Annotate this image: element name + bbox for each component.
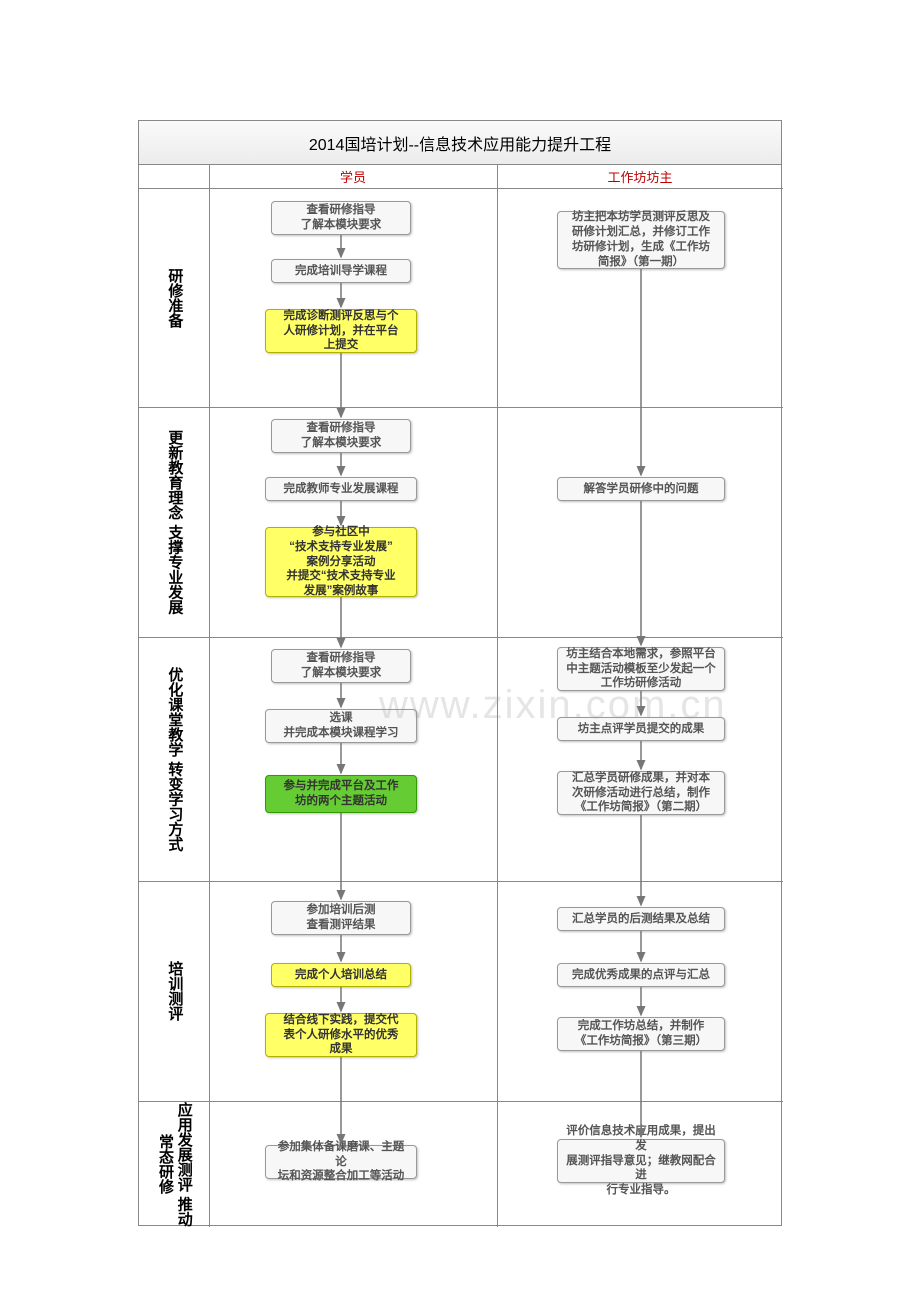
column-header-student: 学员 (209, 165, 497, 189)
flow-node: 结合线下实践，提交代表个人研修水平的优秀成果 (265, 1013, 417, 1057)
column-divider (497, 165, 498, 1227)
flow-node: 完成教师专业发展课程 (265, 477, 417, 501)
flow-node: 查看研修指导了解本模块要求 (271, 201, 411, 235)
phase-divider (139, 1101, 783, 1102)
page: 2014国培计划--信息技术应用能力提升工程 学员工作坊坊主研修准备更新教育理念… (0, 0, 920, 1302)
flow-node: 坊主把本坊学员测评反思及研修计划汇总，并修订工作坊研修计划，生成《工作坊简报》（… (557, 211, 725, 269)
phase-divider (139, 637, 783, 638)
flow-node: 选课并完成本模块课程学习 (265, 709, 417, 743)
diagram-title: 2014国培计划--信息技术应用能力提升工程 (139, 121, 781, 165)
phase-label: 优化课堂教学 转变学习方式 (139, 637, 209, 881)
flow-node: 查看研修指导了解本模块要求 (271, 419, 411, 453)
flow-node: 参加集体备课磨课、主题论坛和资源整合加工等活动 (265, 1145, 417, 1179)
phase-label: 培训测评 (139, 881, 209, 1101)
phase-divider (139, 407, 783, 408)
flow-node: 坊主点评学员提交的成果 (557, 717, 725, 741)
column-header-workshop: 工作坊坊主 (497, 165, 783, 189)
flow-node: 参加培训后测查看测评结果 (271, 901, 411, 935)
flow-node: 完成个人培训总结 (271, 963, 411, 987)
phase-label: 研修准备 (139, 189, 209, 407)
phase-header-cell (139, 165, 209, 189)
flow-node: 解答学员研修中的问题 (557, 477, 725, 501)
phase-label: 更新教育理念 支撑专业发展 (139, 407, 209, 637)
flow-node: 完成工作坊总结，并制作《工作坊简报》（第三期） (557, 1017, 725, 1051)
flow-node: 汇总学员的后测结果及总结 (557, 907, 725, 931)
phase-label: 应用发展测评 推动常态研修 (139, 1101, 209, 1227)
flow-node: 完成优秀成果的点评与汇总 (557, 963, 725, 987)
flow-node: 评价信息技术应用成果，提出发展测评指导意见；继教网配合进行专业指导。 (557, 1139, 725, 1183)
phase-divider (139, 881, 783, 882)
flow-node: 参与社区中“技术支持专业发展”案例分享活动并提交“技术支持专业发展”案例故事 (265, 527, 417, 597)
column-divider (209, 165, 210, 1227)
flow-node: 完成培训导学课程 (271, 259, 411, 283)
flow-node: 参与并完成平台及工作坊的两个主题活动 (265, 775, 417, 813)
flow-node: 坊主结合本地需求，参照平台中主题活动模板至少发起一个工作坊研修活动 (557, 647, 725, 691)
flow-node: 查看研修指导了解本模块要求 (271, 649, 411, 683)
flow-node: 完成诊断测评反思与个人研修计划，并在平台上提交 (265, 309, 417, 353)
swimlane-diagram: 2014国培计划--信息技术应用能力提升工程 学员工作坊坊主研修准备更新教育理念… (138, 120, 782, 1226)
flow-node: 汇总学员研修成果，并对本次研修活动进行总结，制作《工作坊简报》（第二期） (557, 771, 725, 815)
